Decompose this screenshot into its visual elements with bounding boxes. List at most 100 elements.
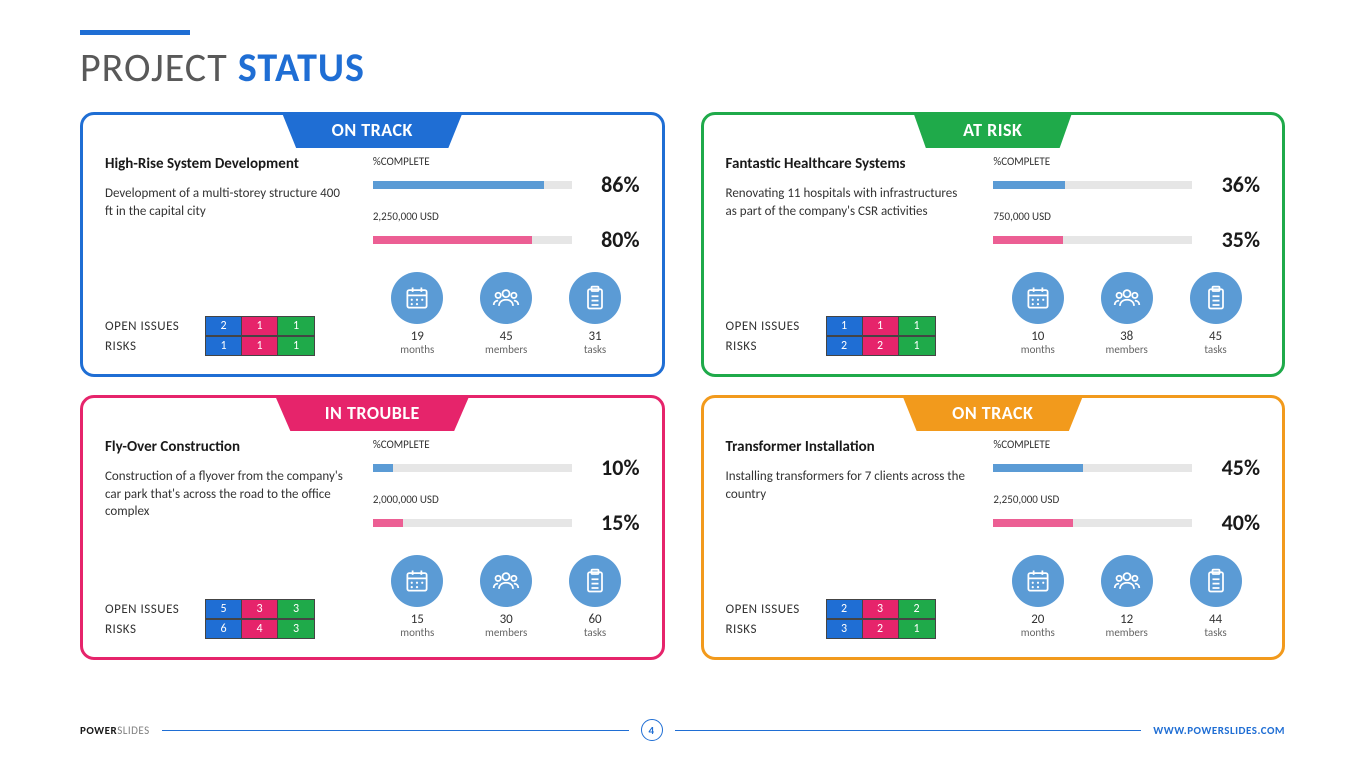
- project-desc: Development of a multi-storey structure …: [105, 185, 351, 220]
- members-icon: [480, 555, 532, 607]
- risks-label: RISKS: [105, 339, 205, 354]
- project-card: ON TRACK Transformer Installation Instal…: [701, 395, 1286, 660]
- budget-bar-track: [993, 519, 1192, 527]
- risk-cell: 2: [827, 337, 863, 355]
- title-accent-line: [80, 30, 190, 35]
- members-value: 45: [500, 330, 513, 343]
- issue-cell: 3: [278, 600, 314, 618]
- budget-percent: 15%: [584, 509, 640, 536]
- budget-percent: 40%: [1204, 509, 1260, 536]
- open-issues-row: OPEN ISSUES 533: [105, 599, 351, 619]
- members-stat: 45 members: [466, 272, 546, 356]
- tasks-icon: [569, 272, 621, 324]
- open-issues-cells: 232: [826, 599, 936, 619]
- months-value: 20: [1031, 613, 1044, 626]
- card-body: High-Rise System Development Development…: [105, 155, 640, 356]
- months-stat: 15 months: [377, 555, 457, 639]
- risk-cell: 1: [899, 337, 935, 355]
- open-issues-label: OPEN ISSUES: [105, 319, 205, 334]
- slide-footer: POWERSLIDES 4 WWW.POWERSLIDES.COM: [80, 719, 1285, 741]
- months-value: 15: [411, 613, 424, 626]
- months-stat: 19 months: [377, 272, 457, 356]
- footer-line-left: [162, 730, 629, 731]
- risks-cells: 221: [826, 336, 936, 356]
- status-tab: ON TRACK: [902, 395, 1083, 431]
- calendar-icon: [1012, 272, 1064, 324]
- budget-bar-track: [373, 519, 572, 527]
- tasks-label: tasks: [584, 343, 606, 356]
- cards-grid: ON TRACK High-Rise System Development De…: [80, 112, 1285, 660]
- card-left: Fantastic Healthcare Systems Renovating …: [726, 155, 972, 356]
- risk-cell: 3: [278, 620, 314, 638]
- card-right: %COMPLETE 10% 2,000,000 USD 15%: [373, 438, 640, 639]
- months-stat: 10 months: [998, 272, 1078, 356]
- open-issues-label: OPEN ISSUES: [726, 602, 826, 617]
- risks-cells: 643: [205, 619, 315, 639]
- issue-cell: 3: [242, 600, 278, 618]
- tasks-label: tasks: [1204, 626, 1226, 639]
- complete-bar-track: [373, 464, 572, 472]
- budget-bar-fill: [373, 519, 403, 527]
- card-body: Fantastic Healthcare Systems Renovating …: [726, 155, 1261, 356]
- page-title: PROJECT STATUS: [80, 43, 1285, 92]
- risks-row: RISKS 643: [105, 619, 351, 639]
- project-name: Transformer Installation: [726, 438, 972, 456]
- members-value: 30: [500, 613, 513, 626]
- members-stat: 30 members: [466, 555, 546, 639]
- risks-label: RISKS: [726, 622, 826, 637]
- card-body: Fly-Over Construction Construction of a …: [105, 438, 640, 639]
- issue-cell: 3: [863, 600, 899, 618]
- months-value: 10: [1031, 330, 1044, 343]
- members-value: 12: [1120, 613, 1133, 626]
- open-issues-label: OPEN ISSUES: [105, 602, 205, 617]
- complete-percent: 86%: [584, 171, 640, 198]
- risk-cell: 1: [206, 337, 242, 355]
- risk-cell: 4: [242, 620, 278, 638]
- title-suffix: STATUS: [238, 43, 365, 92]
- complete-bar-row: 36%: [993, 171, 1260, 198]
- tasks-icon: [1190, 555, 1242, 607]
- card-right: %COMPLETE 45% 2,250,000 USD 40%: [993, 438, 1260, 639]
- tasks-stat: 31 tasks: [555, 272, 635, 356]
- members-icon: [1101, 555, 1153, 607]
- card-left: Fly-Over Construction Construction of a …: [105, 438, 351, 639]
- project-card: IN TROUBLE Fly-Over Construction Constru…: [80, 395, 665, 660]
- risks-label: RISKS: [105, 622, 205, 637]
- tasks-label: tasks: [584, 626, 606, 639]
- footer-url: WWW.POWERSLIDES.COM: [1153, 724, 1285, 737]
- risks-row: RISKS 221: [726, 336, 972, 356]
- budget-label: 750,000 USD: [993, 210, 1260, 223]
- issue-cell: 2: [206, 317, 242, 335]
- risk-cell: 2: [863, 620, 899, 638]
- issue-cell: 5: [206, 600, 242, 618]
- open-issues-label: OPEN ISSUES: [726, 319, 826, 334]
- project-name: High-Rise System Development: [105, 155, 351, 173]
- tasks-value: 44: [1209, 613, 1222, 626]
- members-value: 38: [1120, 330, 1133, 343]
- complete-percent: 45%: [1204, 454, 1260, 481]
- brand-name: POWERSLIDES: [80, 724, 150, 737]
- open-issues-row: OPEN ISSUES 232: [726, 599, 972, 619]
- tasks-icon: [569, 555, 621, 607]
- tasks-label: tasks: [1204, 343, 1226, 356]
- budget-block: 2,250,000 USD 80%: [373, 210, 640, 253]
- risk-cell: 6: [206, 620, 242, 638]
- complete-label: %COMPLETE: [993, 155, 1260, 168]
- risk-cell: 2: [863, 337, 899, 355]
- stats-row: 10 months 38 members 45 tasks: [993, 272, 1260, 356]
- page-number: 4: [641, 719, 663, 741]
- complete-label: %COMPLETE: [373, 438, 640, 451]
- status-tab: IN TROUBLE: [275, 395, 470, 431]
- budget-bar-row: 15%: [373, 509, 640, 536]
- project-desc: Renovating 11 hospitals with infrastruct…: [726, 185, 972, 220]
- open-issues-cells: 211: [205, 316, 315, 336]
- card-body: Transformer Installation Installing tran…: [726, 438, 1261, 639]
- months-label: months: [400, 626, 434, 639]
- budget-bar-fill: [993, 236, 1063, 244]
- stats-row: 15 months 30 members 60 tasks: [373, 555, 640, 639]
- complete-bar-fill: [373, 464, 393, 472]
- complete-bar-fill: [993, 181, 1065, 189]
- project-card: ON TRACK High-Rise System Development De…: [80, 112, 665, 377]
- stats-row: 19 months 45 members 31 tasks: [373, 272, 640, 356]
- members-label: members: [1106, 343, 1148, 356]
